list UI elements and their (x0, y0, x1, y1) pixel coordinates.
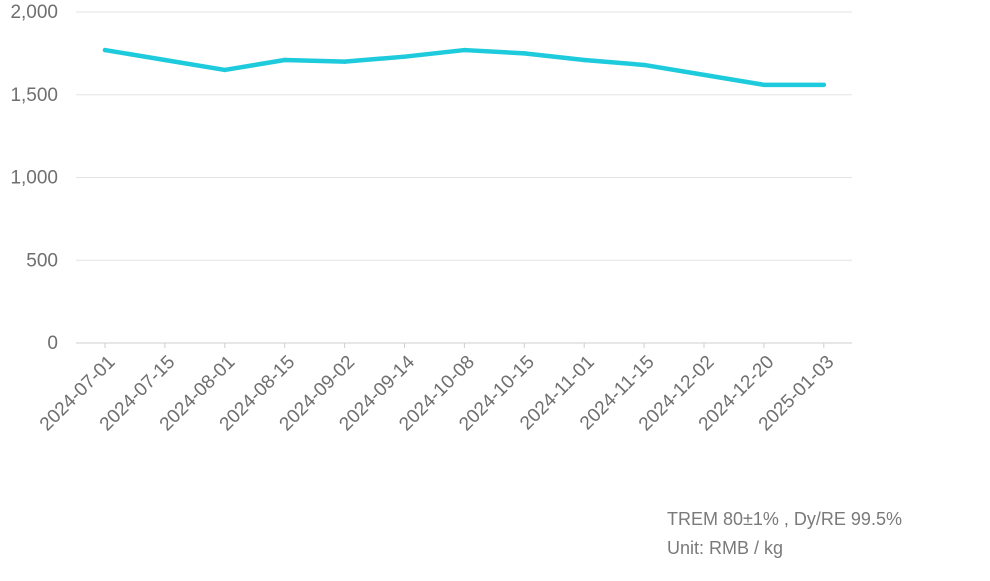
data-point (641, 62, 647, 68)
data-point (582, 57, 587, 63)
y-axis-ticks: 2,000 1,500 1,000 500 0 (10, 2, 58, 354)
y-tick-label: 500 (26, 250, 58, 271)
data-point (761, 82, 767, 88)
y-tick-label: 1,500 (10, 85, 58, 106)
data-point (342, 59, 347, 64)
data-point (821, 82, 826, 88)
y-tick-label: 1,000 (10, 168, 58, 189)
y-tick-label: 0 (47, 333, 58, 354)
series-layer (102, 47, 827, 88)
caption-unit: Unit: RMB / kg (667, 538, 784, 558)
data-point (701, 72, 707, 78)
grid-lines (76, 11, 852, 344)
data-point (282, 57, 287, 63)
data-point (522, 51, 527, 56)
data-point (222, 67, 227, 73)
caption-product-spec: TREM 80±1% , Dy/RE 99.5% (667, 509, 902, 529)
data-point (162, 57, 168, 63)
series-line (102, 47, 827, 88)
data-point (402, 54, 407, 59)
data-point (462, 47, 467, 53)
data-point (102, 47, 108, 53)
y-tick-label: 2,000 (10, 2, 58, 23)
x-axis-ticks: 2024-07-012024-07-152024-08-012024-08-15… (36, 343, 838, 435)
